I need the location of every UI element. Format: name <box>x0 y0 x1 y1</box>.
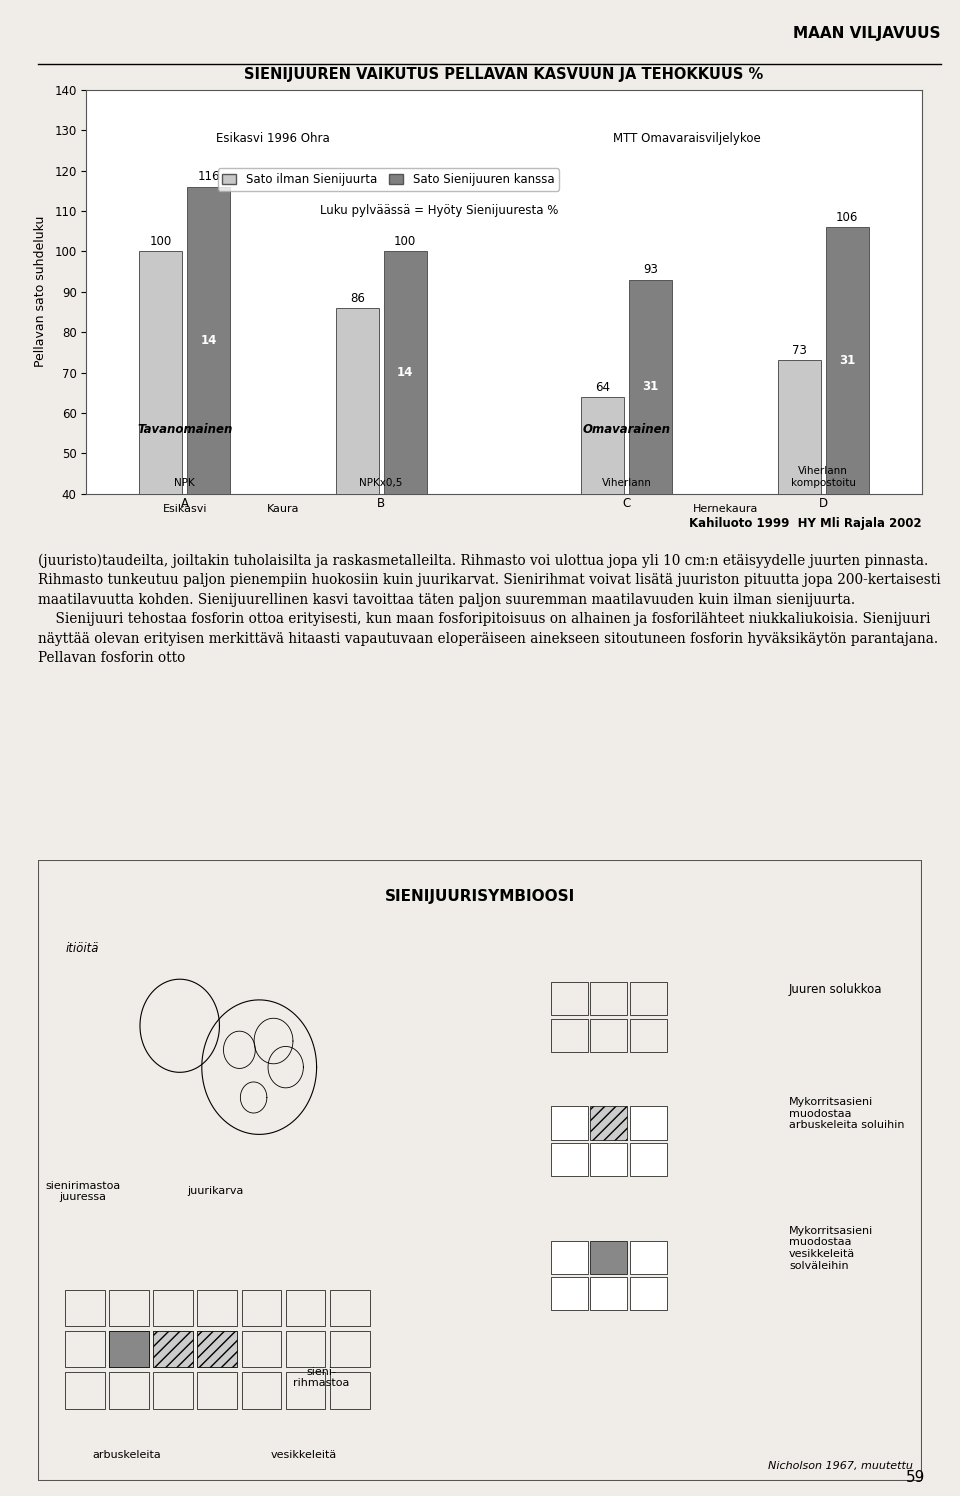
Text: Nicholson 1967, muutettu: Nicholson 1967, muutettu <box>768 1460 913 1471</box>
Text: 14: 14 <box>396 367 414 378</box>
Bar <box>242 1372 281 1409</box>
Text: Mykorritsasieni
muodostaa
arbuskeleita soluihin: Mykorritsasieni muodostaa arbuskeleita s… <box>789 1097 904 1131</box>
Bar <box>590 1143 628 1176</box>
Bar <box>551 1278 588 1310</box>
Bar <box>630 1019 667 1052</box>
Bar <box>330 1331 370 1367</box>
Text: sieni-
rihmastoa: sieni- rihmastoa <box>293 1367 349 1388</box>
Bar <box>198 1290 237 1325</box>
Bar <box>286 1372 325 1409</box>
Bar <box>551 1242 588 1275</box>
Bar <box>590 1242 628 1275</box>
Bar <box>154 1290 193 1325</box>
Text: 93: 93 <box>643 263 659 277</box>
Text: Viherlann
kompostoitu: Viherlann kompostoitu <box>791 467 856 488</box>
Text: C: C <box>623 497 631 510</box>
Text: 64: 64 <box>595 380 611 393</box>
Bar <box>590 983 628 1016</box>
Text: 86: 86 <box>349 292 365 305</box>
Bar <box>630 1278 667 1310</box>
Text: Luku pylväässä = Hyöty Sienijuuresta %: Luku pylväässä = Hyöty Sienijuuresta % <box>321 205 559 217</box>
Bar <box>551 1107 588 1140</box>
Bar <box>109 1331 149 1367</box>
Bar <box>109 1372 149 1409</box>
Text: Kaura: Kaura <box>267 504 300 513</box>
Text: 100: 100 <box>394 235 417 248</box>
Bar <box>629 280 672 494</box>
Text: Viherlann: Viherlann <box>602 477 652 488</box>
Text: sienirimastoa
juuressa: sienirimastoa juuressa <box>45 1180 120 1203</box>
Text: 106: 106 <box>836 211 858 224</box>
Legend: Sato ilman Sienijuurta, Sato Sienijuuren kanssa: Sato ilman Sienijuurta, Sato Sienijuuren… <box>218 169 559 191</box>
Bar <box>330 1290 370 1325</box>
Text: (juuristo)taudeilta, joiltakin tuholaisilta ja raskasmetalleilta. Rihmasto voi u: (juuristo)taudeilta, joiltakin tuholaisi… <box>38 554 941 666</box>
Bar <box>187 187 230 494</box>
Text: 73: 73 <box>792 344 806 358</box>
Bar <box>65 1290 105 1325</box>
Bar <box>242 1331 281 1367</box>
Text: 31: 31 <box>839 355 855 367</box>
Bar <box>109 1290 149 1325</box>
Text: 14: 14 <box>201 334 217 347</box>
Text: Hernekaura: Hernekaura <box>692 504 757 513</box>
Bar <box>551 1143 588 1176</box>
Bar <box>154 1372 193 1409</box>
Bar <box>551 1019 588 1052</box>
Bar <box>139 251 182 494</box>
Text: B: B <box>377 497 385 510</box>
Text: 116: 116 <box>198 171 220 184</box>
Bar <box>778 361 821 494</box>
Text: 31: 31 <box>642 380 659 393</box>
Bar <box>590 1107 628 1140</box>
Text: juurikarva: juurikarva <box>187 1186 243 1197</box>
Text: arbuskeleita: arbuskeleita <box>92 1450 161 1460</box>
Text: itiöitä: itiöitä <box>66 941 99 954</box>
Text: Esikasvi 1996 Ohra: Esikasvi 1996 Ohra <box>216 132 329 145</box>
Bar <box>198 1331 237 1367</box>
Bar <box>65 1372 105 1409</box>
Bar <box>630 1242 667 1275</box>
Bar <box>154 1331 193 1367</box>
Text: NPKx0,5: NPKx0,5 <box>359 477 403 488</box>
Bar <box>630 1143 667 1176</box>
Bar <box>826 227 869 494</box>
Text: NPK: NPK <box>175 477 195 488</box>
Bar <box>286 1290 325 1325</box>
Text: SIENIJUURISYMBIOOSI: SIENIJUURISYMBIOOSI <box>385 889 575 904</box>
Bar <box>336 308 378 494</box>
Bar <box>384 251 426 494</box>
Bar <box>590 1019 628 1052</box>
Text: vesikkeleitä: vesikkeleitä <box>270 1450 337 1460</box>
Text: MAAN VILJAVUUS: MAAN VILJAVUUS <box>793 25 941 42</box>
Text: Omavarainen: Omavarainen <box>583 422 671 435</box>
Text: Tavanomainen: Tavanomainen <box>137 422 232 435</box>
Text: MTT Omavaraisviljelykoe: MTT Omavaraisviljelykoe <box>612 132 760 145</box>
Bar <box>109 1331 149 1367</box>
Text: Esikasvi: Esikasvi <box>162 504 207 513</box>
Bar <box>198 1372 237 1409</box>
Bar <box>330 1372 370 1409</box>
Text: Juuren solukkoa: Juuren solukkoa <box>789 983 882 996</box>
Text: Mykorritsasieni
muodostaa
vesikkeleitä
solväleihin: Mykorritsasieni muodostaa vesikkeleitä s… <box>789 1225 874 1270</box>
Text: D: D <box>819 497 828 510</box>
Text: 100: 100 <box>150 235 172 248</box>
Text: 59: 59 <box>906 1469 925 1486</box>
Bar <box>551 983 588 1016</box>
Bar <box>582 396 624 494</box>
Text: A: A <box>180 497 189 510</box>
Bar <box>630 983 667 1016</box>
Bar <box>198 1331 237 1367</box>
Bar <box>154 1331 193 1367</box>
Title: SIENIJUUREN VAIKUTUS PELLAVAN KASVUUN JA TEHOKKUUS %: SIENIJUUREN VAIKUTUS PELLAVAN KASVUUN JA… <box>245 67 763 82</box>
Y-axis label: Pellavan sato suhdeluku: Pellavan sato suhdeluku <box>35 215 47 368</box>
Bar <box>65 1331 105 1367</box>
Bar <box>286 1331 325 1367</box>
Bar <box>630 1107 667 1140</box>
Text: Kahiluoto 1999  HY Mli Rajala 2002: Kahiluoto 1999 HY Mli Rajala 2002 <box>689 518 922 530</box>
Bar <box>242 1290 281 1325</box>
Bar <box>590 1278 628 1310</box>
